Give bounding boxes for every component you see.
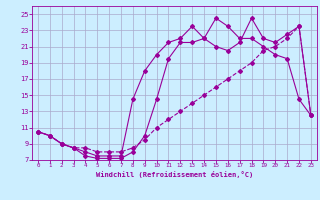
- X-axis label: Windchill (Refroidissement éolien,°C): Windchill (Refroidissement éolien,°C): [96, 171, 253, 178]
